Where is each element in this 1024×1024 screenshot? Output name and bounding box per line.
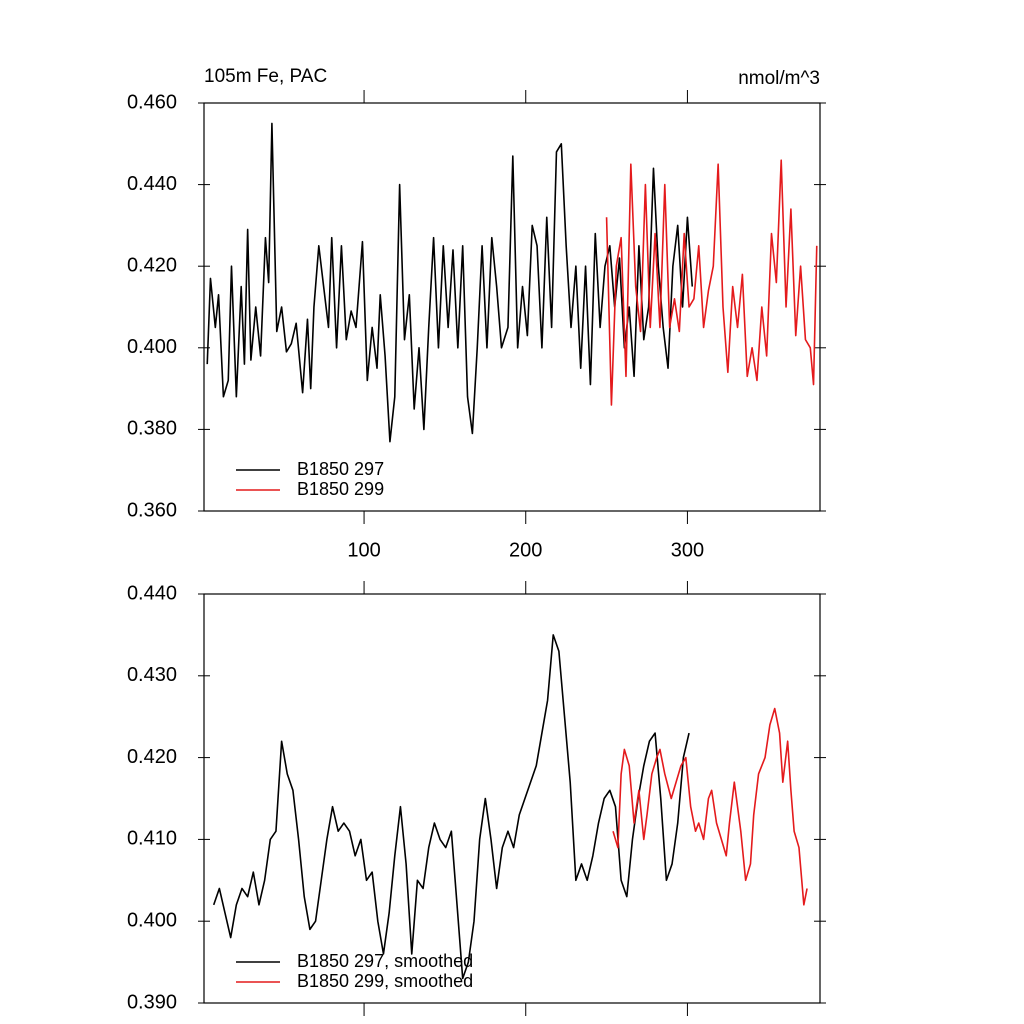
legend-label: B1850 299, smoothed	[297, 971, 473, 991]
x-tick-label: 300	[671, 539, 704, 561]
data-line	[206, 122, 694, 443]
x-tick-label: 200	[509, 539, 542, 561]
legend-label: B1850 297	[297, 459, 384, 479]
y-tick-label: 0.360	[127, 499, 177, 521]
y-tick-label: 0.400	[127, 336, 177, 358]
y-tick-label: 0.460	[127, 91, 177, 113]
y-tick-label: 0.440	[127, 582, 177, 604]
y-tick-label: 0.430	[127, 664, 177, 686]
y-tick-label: 0.400	[127, 909, 177, 931]
data-line	[612, 707, 808, 906]
x-tick-label: 100	[347, 539, 380, 561]
y-tick-label: 0.440	[127, 173, 177, 195]
data-line	[605, 159, 818, 406]
data-line	[212, 634, 690, 980]
units-label: nmol/m^3	[738, 68, 820, 89]
plot-frame	[203, 593, 821, 1004]
legend-label: B1850 299	[297, 479, 384, 499]
y-tick-label: 0.420	[127, 254, 177, 276]
y-tick-label: 0.390	[127, 991, 177, 1013]
y-tick-label: 0.380	[127, 418, 177, 440]
chart-title: 105m Fe, PAC	[204, 66, 327, 87]
legend-label: B1850 297, smoothed	[297, 951, 473, 971]
y-tick-label: 0.410	[127, 828, 177, 850]
plot-frame	[203, 102, 821, 512]
y-tick-label: 0.420	[127, 746, 177, 768]
